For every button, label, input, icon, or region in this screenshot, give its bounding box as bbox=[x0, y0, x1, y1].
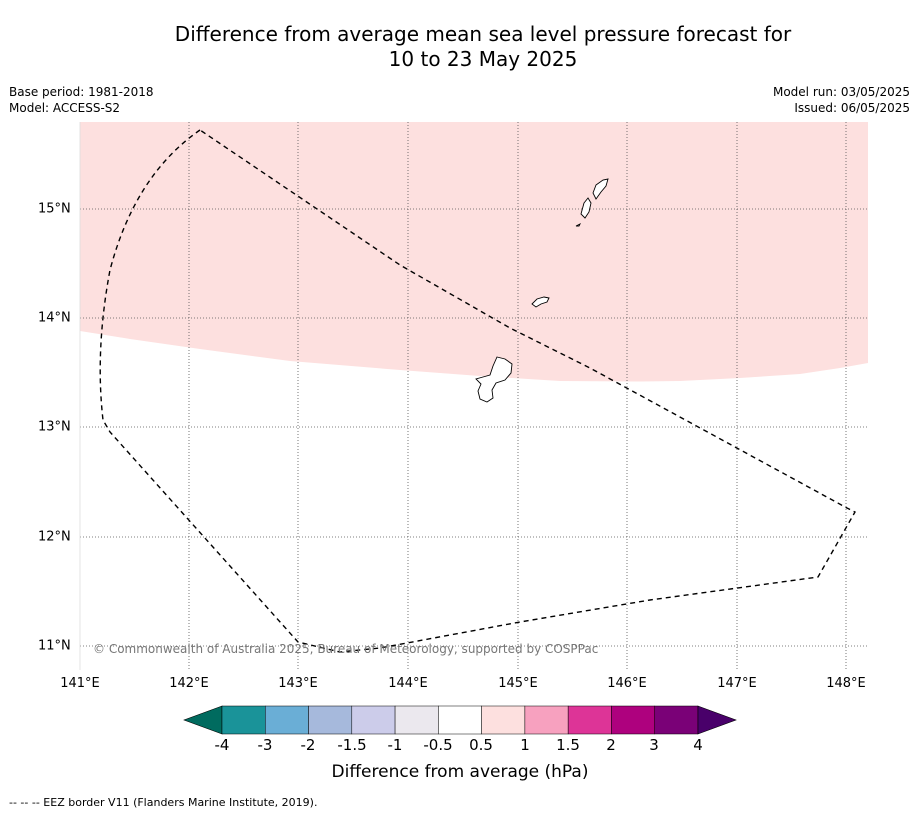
cb-tick-label: -1.5 bbox=[337, 736, 367, 754]
lon-label-144e: 144°E bbox=[388, 676, 428, 691]
colorbar-segment bbox=[654, 705, 699, 735]
lat-label-12n: 12°N bbox=[38, 529, 71, 545]
positive-anomaly-region bbox=[80, 122, 868, 382]
colorbar-segment bbox=[438, 705, 482, 735]
footer-note: -- -- -- EEZ border V11 (Flanders Marine… bbox=[9, 796, 318, 809]
colorbar-extend-high bbox=[697, 705, 737, 735]
eez-border bbox=[99, 129, 856, 653]
colorbar-segment bbox=[394, 705, 439, 735]
cb-tick-label: 3 bbox=[649, 736, 659, 754]
colorbar-title: Difference from average (hPa) bbox=[331, 762, 589, 782]
meta-right: Model run: 03/05/2025 Issued: 06/05/2025 bbox=[773, 84, 910, 116]
lon-label-147e: 147°E bbox=[717, 676, 757, 691]
cb-tick-label: -3 bbox=[257, 736, 273, 754]
lon-label-148e: 148°E bbox=[826, 676, 866, 691]
colorbar-segment bbox=[308, 705, 353, 735]
title-line-2: 10 to 23 May 2025 bbox=[388, 47, 578, 71]
cb-tick-label: -1 bbox=[387, 736, 403, 754]
lon-label-142e: 142°E bbox=[169, 676, 209, 691]
cb-tick-label: 4 bbox=[693, 736, 703, 754]
colorbar-segment bbox=[351, 705, 396, 735]
lon-label-145e: 145°E bbox=[498, 676, 538, 691]
model-text: Model: ACCESS-S2 bbox=[9, 101, 121, 115]
meta-left: Base period: 1981-2018 Model: ACCESS-S2 bbox=[9, 84, 154, 116]
base-period-text: Base period: 1981-2018 bbox=[9, 85, 154, 99]
colorbar-segment bbox=[221, 705, 266, 735]
model-run-text: Model run: 03/05/2025 bbox=[772, 85, 910, 99]
cb-tick-label: 1 bbox=[520, 736, 530, 754]
lat-label-15n: 15°N bbox=[38, 201, 71, 217]
island-guam bbox=[475, 356, 513, 403]
cb-tick-label: -2 bbox=[300, 736, 316, 754]
map-title: Difference from average mean sea level p… bbox=[0, 22, 919, 72]
issued-text: Issued: 06/05/2025 bbox=[794, 101, 910, 115]
gridlines bbox=[80, 122, 868, 670]
cb-tick-label: 1.5 bbox=[556, 736, 580, 754]
colorbar-segment bbox=[567, 705, 612, 735]
colorbar-segment bbox=[481, 705, 526, 735]
copyright-text: © Commonwealth of Australia 2025, Bureau… bbox=[93, 642, 598, 656]
colorbar-segment bbox=[611, 705, 655, 735]
cb-tick-label: -4 bbox=[214, 736, 230, 754]
lat-label-14n: 14°N bbox=[38, 310, 71, 326]
island-saipan bbox=[592, 178, 609, 200]
colorbar-segment bbox=[265, 705, 309, 735]
colorbar-segment bbox=[524, 705, 569, 735]
colorbar-extend-low bbox=[183, 705, 223, 735]
lat-label-13n: 13°N bbox=[38, 419, 71, 435]
islands bbox=[475, 178, 609, 403]
title-line-1: Difference from average mean sea level p… bbox=[174, 22, 792, 46]
island-rota bbox=[531, 296, 550, 308]
island-aguijan bbox=[575, 222, 582, 227]
lat-label-11n: 11°N bbox=[38, 638, 71, 654]
lon-label-143e: 143°E bbox=[278, 676, 318, 691]
lon-label-141e: 141°E bbox=[60, 676, 100, 691]
cb-tick-label: 0.5 bbox=[469, 736, 493, 754]
lon-label-146e: 146°E bbox=[607, 676, 647, 691]
cb-tick-label: 2 bbox=[606, 736, 616, 754]
island-tinian bbox=[580, 197, 592, 219]
colorbar bbox=[183, 705, 737, 735]
cb-tick-label: -0.5 bbox=[423, 736, 453, 754]
